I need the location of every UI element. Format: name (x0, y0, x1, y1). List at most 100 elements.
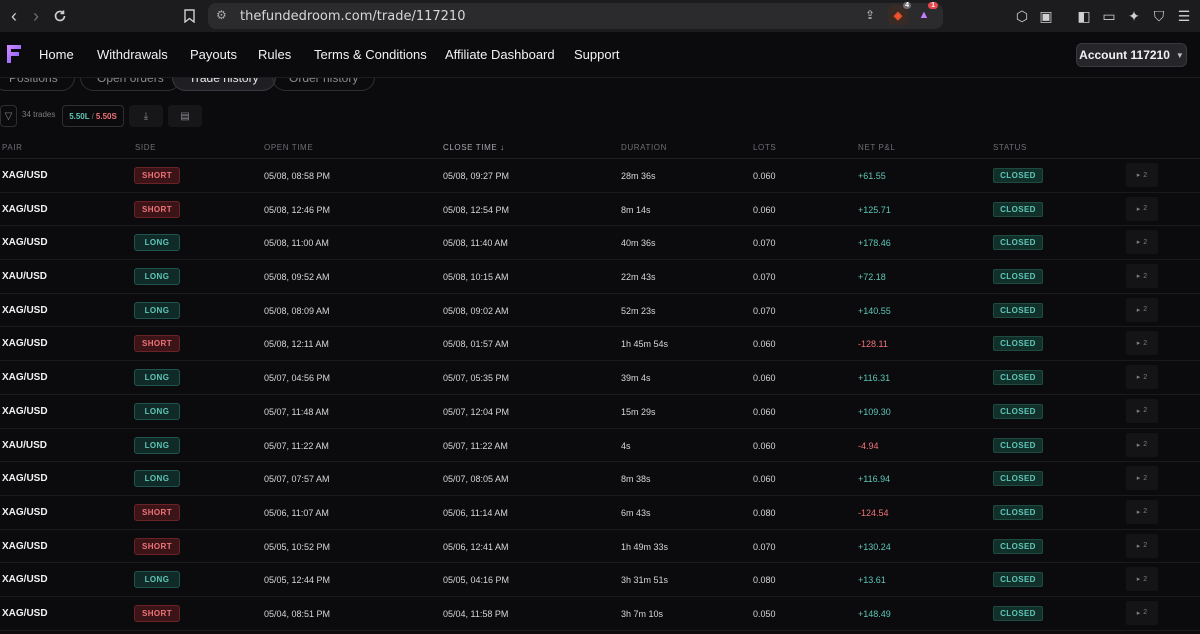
header-lots[interactable]: LOTS (753, 143, 777, 152)
table-row[interactable]: XAG/USD LONG 05/07, 07:57 AM 05/07, 08:05 A… (0, 462, 1200, 496)
back-icon[interactable]: ‹ (11, 5, 17, 26)
header-net-pnl[interactable]: NET P&L (858, 143, 896, 152)
play-icon: ▸ (1136, 609, 1141, 617)
table-row[interactable]: XAG/USD SHORT 05/08, 12:11 AM 05/08, 01:57 … (0, 327, 1200, 362)
table-row[interactable]: XAG/USD SHORT 05/08, 08:58 PM 05/08, 09:27 … (0, 159, 1200, 193)
table-row[interactable]: XAU/USD LONG 05/08, 09:52 AM 05/08, 10:15 A… (0, 260, 1200, 294)
cell-close-time: 05/08, 09:02 AM (443, 305, 509, 316)
rewards-icon[interactable]: ▲ 1 (914, 2, 938, 25)
expand-row-button[interactable]: ▸ 2 (1126, 365, 1158, 390)
expand-row-button[interactable]: ▸ 2 (1126, 331, 1158, 356)
table-row[interactable]: XAG/USD SHORT 05/04, 08:51 PM 05/04, 11:58 … (0, 597, 1200, 631)
filter-icon[interactable]: ▽ (0, 105, 17, 127)
expand-row-button[interactable]: ▸ 2 (1126, 466, 1158, 491)
expand-row-button[interactable]: ▸ 2 (1126, 432, 1158, 457)
download-icon[interactable]: ⤓ (129, 105, 163, 127)
status-badge: CLOSED (993, 370, 1043, 386)
bookmark-icon[interactable] (177, 4, 201, 28)
side-badge: SHORT (134, 604, 180, 622)
browser-toolbar: ‹ › ⚙ thefundedroom.com/trade/117210 ⇪ ◈… (0, 0, 1200, 32)
expand-row-button[interactable]: ▸ 2 (1126, 567, 1158, 592)
nav-support[interactable]: Support (574, 47, 620, 62)
expand-row-button[interactable]: ▸ 2 (1126, 398, 1158, 423)
nav-terms[interactable]: Terms & Conditions (314, 47, 427, 62)
brave-shields-icon[interactable]: ◈ 4 (888, 2, 911, 25)
header-duration[interactable]: DURATION (621, 143, 667, 152)
cell-open-time: 05/08, 09:52 AM (264, 272, 330, 283)
expand-row-button[interactable]: ▸ 2 (1126, 163, 1158, 187)
account-selector[interactable]: Account 117210 ▼ (1076, 43, 1187, 67)
cell-net-pnl: +13.61 (858, 575, 886, 586)
nav-withdrawals[interactable]: Withdrawals (97, 47, 168, 62)
table-row[interactable]: XAG/USD LONG 05/07, 11:48 AM 05/07, 12:04 P… (0, 395, 1200, 429)
reload-icon[interactable] (48, 4, 72, 28)
nav-affiliate-dashboard[interactable]: Affiliate Dashboard (445, 47, 555, 62)
table-row[interactable]: XAG/USD SHORT 05/05, 10:52 PM 05/06, 12:41 … (0, 530, 1200, 564)
header-pair[interactable]: PAIR (2, 143, 23, 152)
address-bar[interactable]: ⚙ thefundedroom.com/trade/117210 ⇪ (208, 3, 943, 29)
nav-payouts[interactable]: Payouts (190, 47, 237, 62)
cell-lots: 0.060 (753, 171, 776, 181)
row-fill-count: 2 (1143, 205, 1148, 213)
play-icon: ▸ (1136, 441, 1141, 449)
cell-open-time: 05/07, 04:56 PM (264, 373, 331, 384)
shields-count-badge: 4 (903, 2, 911, 9)
play-icon: ▸ (1136, 239, 1141, 247)
cell-close-time: 05/07, 08:05 AM (443, 474, 509, 485)
table-row[interactable]: XAG/USD LONG 05/05, 12:44 PM 05/05, 04:16 P… (0, 563, 1200, 597)
play-icon: ▸ (1136, 407, 1141, 415)
table-row[interactable]: XAU/USD LONG 05/07, 11:22 AM 05/07, 11:22 A… (0, 429, 1200, 463)
row-fill-count: 2 (1143, 575, 1148, 583)
header-close-time[interactable]: CLOSE TIME ↓ (443, 143, 505, 152)
expand-row-button[interactable]: ▸ 2 (1126, 230, 1158, 255)
nav-rules[interactable]: Rules (258, 47, 292, 62)
expand-row-button[interactable]: ▸ 2 (1126, 196, 1158, 221)
cell-duration: 40m 36s (621, 238, 656, 249)
funded-room-logo[interactable] (7, 45, 21, 63)
status-badge: CLOSED (993, 235, 1043, 251)
side-badge: SHORT (134, 335, 180, 353)
header-side[interactable]: SIDE (135, 143, 157, 152)
export-report-icon[interactable]: ▤ (168, 105, 202, 127)
expand-row-button[interactable]: ▸ 2 (1126, 264, 1158, 289)
tab-open-orders[interactable]: Open orders (80, 78, 181, 91)
cell-pair: XAG/USD (2, 405, 48, 417)
status-badge: CLOSED (993, 201, 1043, 217)
tab-positions[interactable]: Positions (0, 78, 75, 91)
cell-duration: 22m 43s (621, 272, 656, 283)
sidebar-icon[interactable]: ◧ (1077, 7, 1091, 24)
tab-trade-history[interactable]: Trade history (172, 78, 276, 91)
table-row[interactable]: XAG/USD LONG 05/08, 11:00 AM 05/08, 11:40 A… (0, 226, 1200, 261)
table-row[interactable]: XAG/USD SHORT 05/08, 12:46 PM 05/08, 12:54 … (0, 193, 1200, 227)
expand-row-button[interactable]: ▸ 2 (1126, 533, 1158, 558)
cell-open-time: 05/08, 11:00 AM (264, 238, 329, 249)
share-icon[interactable]: ⇪ (864, 8, 875, 22)
table-row[interactable]: XAG/USD LONG 05/08, 08:09 AM 05/08, 09:02 A… (0, 294, 1200, 328)
expand-row-button[interactable]: ▸ 2 (1126, 600, 1158, 625)
cell-pair: XAU/USD (2, 271, 48, 283)
site-settings-icon[interactable]: ⚙ (216, 8, 227, 22)
expand-row-button[interactable]: ▸ 2 (1126, 297, 1158, 322)
cell-duration: 3h 7m 10s (621, 608, 664, 619)
header-open-time[interactable]: OPEN TIME (264, 143, 314, 152)
table-row[interactable]: XAG/USD LONG 05/07, 04:56 PM 05/07, 05:35 P… (0, 361, 1200, 395)
extensions-icon[interactable]: ⬡ (1015, 7, 1029, 24)
nav-home[interactable]: Home (39, 47, 74, 62)
menu-icon[interactable]: ☰ (1177, 7, 1191, 24)
forward-icon[interactable]: › (33, 5, 39, 26)
tab-order-history[interactable]: Order history (272, 78, 376, 91)
cell-close-time: 05/07, 12:04 PM (443, 406, 510, 417)
cell-duration: 8m 38s (621, 474, 651, 485)
cell-lots: 0.070 (753, 238, 776, 249)
vpn-icon[interactable]: ⛉ (1153, 7, 1165, 24)
cell-lots: 0.060 (753, 339, 776, 350)
expand-row-button[interactable]: ▸ 2 (1126, 499, 1158, 524)
status-badge: CLOSED (993, 572, 1043, 588)
header-status[interactable]: STATUS (993, 143, 1027, 152)
leo-ai-icon[interactable]: ✦ (1128, 7, 1140, 24)
wallet-icon[interactable]: ▭ (1102, 7, 1116, 24)
cell-close-time: 05/06, 12:41 AM (443, 541, 509, 552)
row-fill-count: 2 (1143, 542, 1148, 550)
table-row[interactable]: XAG/USD SHORT 05/06, 11:07 AM 05/06, 11:14 … (0, 496, 1200, 530)
screenshot-icon[interactable]: ▣ (1039, 7, 1053, 24)
